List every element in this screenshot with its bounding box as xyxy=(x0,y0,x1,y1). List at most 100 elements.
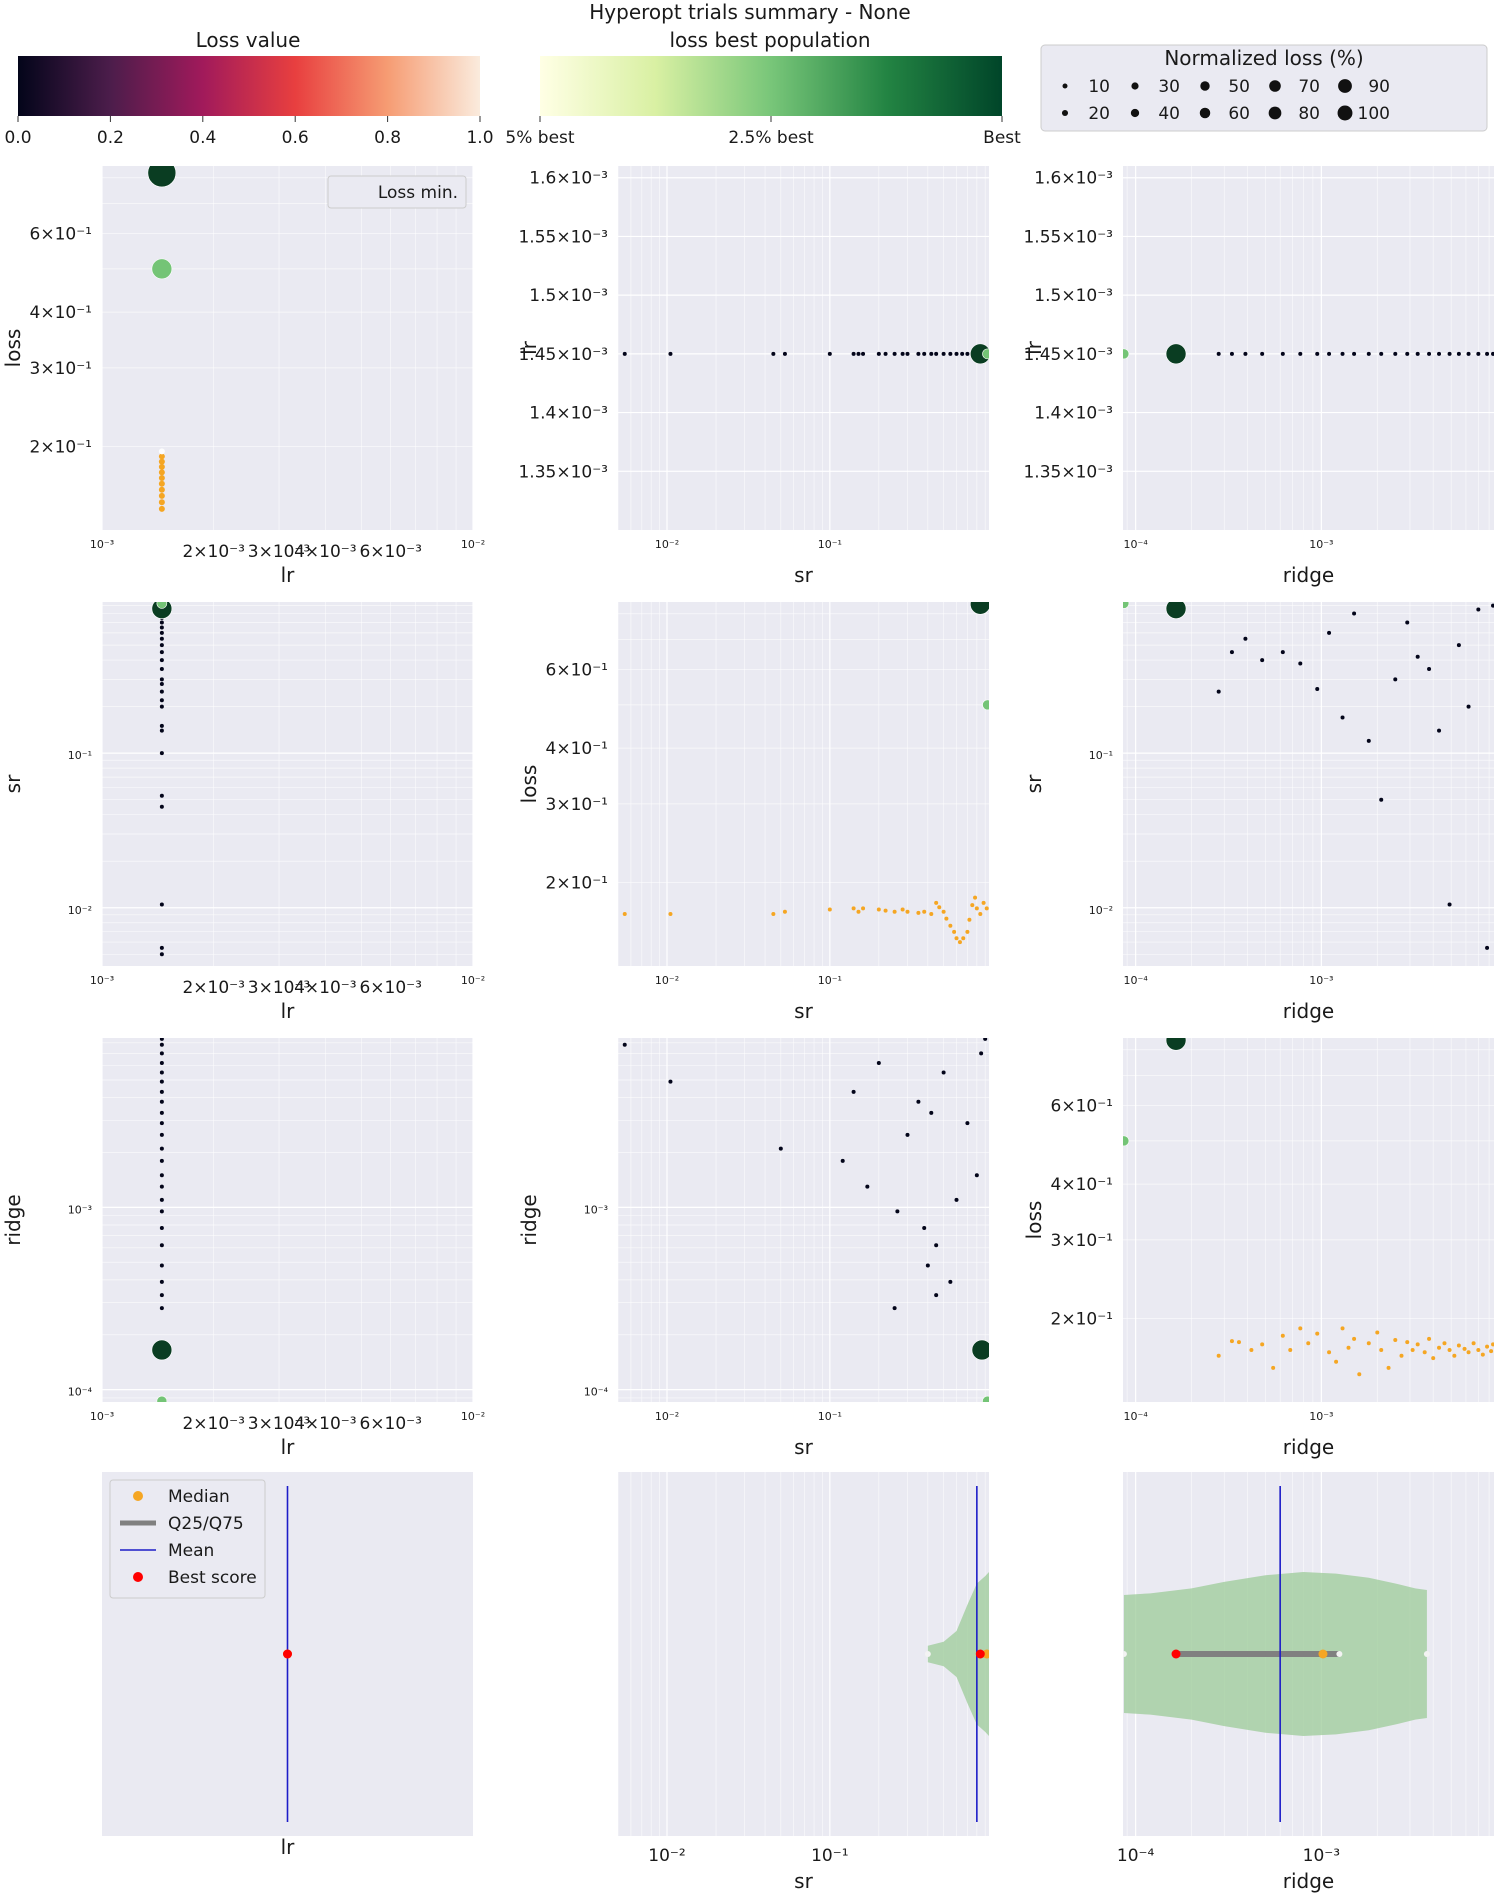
data-point xyxy=(1280,351,1285,356)
data-point xyxy=(159,658,164,663)
data-point xyxy=(782,351,787,356)
x-tick-label: 10⁻³ xyxy=(1303,1846,1340,1866)
data-point xyxy=(1491,351,1494,356)
data-point xyxy=(981,900,986,905)
x-tick-label: 6×10⁻³ xyxy=(359,1414,421,1434)
x-axis-label: ridge xyxy=(1283,1869,1334,1893)
data-point xyxy=(159,620,164,625)
data-point xyxy=(1243,351,1248,356)
y-tick-label: 3×10⁻¹ xyxy=(546,795,608,815)
axes-background xyxy=(102,166,473,530)
data-point xyxy=(1386,1365,1391,1370)
data-point xyxy=(1352,351,1357,356)
data-point xyxy=(159,643,164,648)
size-legend-label: 20 xyxy=(1088,104,1110,124)
data-point xyxy=(982,1395,989,1402)
data-point xyxy=(1123,602,1130,609)
x-tick-label: 10⁻² xyxy=(655,538,679,551)
data-point xyxy=(1480,1352,1485,1357)
violin-layer xyxy=(1123,1486,1430,1822)
data-point xyxy=(159,1209,164,1214)
data-point xyxy=(934,1243,939,1248)
data-point xyxy=(159,751,164,756)
data-point xyxy=(1415,351,1420,356)
data-point xyxy=(929,351,934,356)
data-point xyxy=(1340,351,1345,356)
x-tick-label: 10⁻² xyxy=(648,1846,685,1866)
panel-ridge_vs_sr: 10⁻² 10⁻¹ 10⁻⁴ 10⁻³ sr ridge xyxy=(517,1038,989,1459)
y-tick-label: 10⁻² xyxy=(1089,904,1113,917)
data-point xyxy=(856,351,861,356)
data-point xyxy=(668,1079,673,1084)
data-point xyxy=(159,682,164,687)
data-point xyxy=(156,602,168,609)
data-point xyxy=(922,1226,927,1231)
data-point xyxy=(1489,1349,1494,1354)
data-point xyxy=(876,907,881,912)
data-point xyxy=(982,699,989,711)
y-tick-label: 10⁻¹ xyxy=(68,749,92,762)
data-point xyxy=(159,1038,164,1041)
x-axis-label: sr xyxy=(794,1435,813,1459)
y-tick-label: 10⁻⁴ xyxy=(584,1386,609,1399)
data-point xyxy=(1249,1347,1254,1352)
panel-lr_vs_sr: 10⁻² 10⁻¹ 1.35×10⁻³ 1.4×10⁻³ 1.45×10⁻³ 1.5×10… xyxy=(517,166,989,587)
legend-label: Loss min. xyxy=(378,183,458,203)
size-legend-label: 10 xyxy=(1088,77,1110,97)
data-point xyxy=(158,453,165,460)
colorbar-tick-label: Best xyxy=(983,128,1021,148)
size-legend-marker xyxy=(1199,107,1211,119)
size-legend-marker xyxy=(1061,109,1069,117)
data-point xyxy=(1236,1340,1241,1345)
subplot-grid: 10⁻³ 2×10⁻³ 3×10⁻³4×10⁻³ 6×10⁻³ 10⁻²2×10⁻¹3×… xyxy=(1,166,1494,1893)
data-point xyxy=(970,602,989,615)
data-point xyxy=(159,1263,164,1268)
data-point xyxy=(151,602,173,619)
data-point xyxy=(1427,667,1432,672)
data-point xyxy=(965,1121,970,1126)
data-point xyxy=(1306,1341,1311,1346)
data-point xyxy=(778,1146,783,1151)
loss-value-colorbar-title: Loss value xyxy=(196,28,301,52)
data-point xyxy=(974,1173,979,1178)
data-point xyxy=(1393,1337,1398,1342)
best-population-colorbar-title: loss best population xyxy=(669,28,870,52)
data-point xyxy=(151,258,173,280)
data-point xyxy=(1298,351,1303,356)
data-point xyxy=(1466,1350,1471,1355)
data-point xyxy=(1298,1326,1303,1331)
axes-background xyxy=(1123,602,1494,966)
data-point xyxy=(159,677,164,682)
data-point xyxy=(158,505,165,512)
data-point xyxy=(622,1042,627,1047)
data-point xyxy=(1229,650,1234,655)
data-point xyxy=(159,667,164,672)
data-point xyxy=(1315,687,1320,692)
data-point xyxy=(1327,630,1332,635)
best-score-point xyxy=(975,1649,985,1659)
axes-background xyxy=(618,166,989,530)
violin-layer xyxy=(283,1486,292,1822)
data-point xyxy=(851,906,856,911)
axes-background xyxy=(102,602,473,966)
data-point xyxy=(1280,1333,1285,1338)
data-point xyxy=(861,351,866,356)
y-tick-label: 1.55×10⁻³ xyxy=(1023,227,1113,247)
x-tick-label: 4×10⁻³ xyxy=(294,978,356,998)
data-point xyxy=(851,351,856,356)
data-point xyxy=(668,351,673,356)
x-tick-label: 3×10⁻³ xyxy=(248,1414,310,1434)
y-tick-label: 10⁻¹ xyxy=(1089,749,1113,762)
x-tick-label: 10⁻¹ xyxy=(811,1846,848,1866)
data-point xyxy=(1405,1340,1410,1345)
x-tick-label: 4×10⁻³ xyxy=(294,1414,356,1434)
size-legend-marker xyxy=(1130,108,1140,118)
x-tick-label: 10⁻² xyxy=(461,974,485,987)
size-legend-label: 80 xyxy=(1298,104,1320,124)
data-point xyxy=(158,448,165,455)
data-point xyxy=(1288,1347,1293,1352)
data-point xyxy=(1476,1347,1481,1352)
data-points xyxy=(147,166,177,512)
data-point xyxy=(937,905,942,910)
